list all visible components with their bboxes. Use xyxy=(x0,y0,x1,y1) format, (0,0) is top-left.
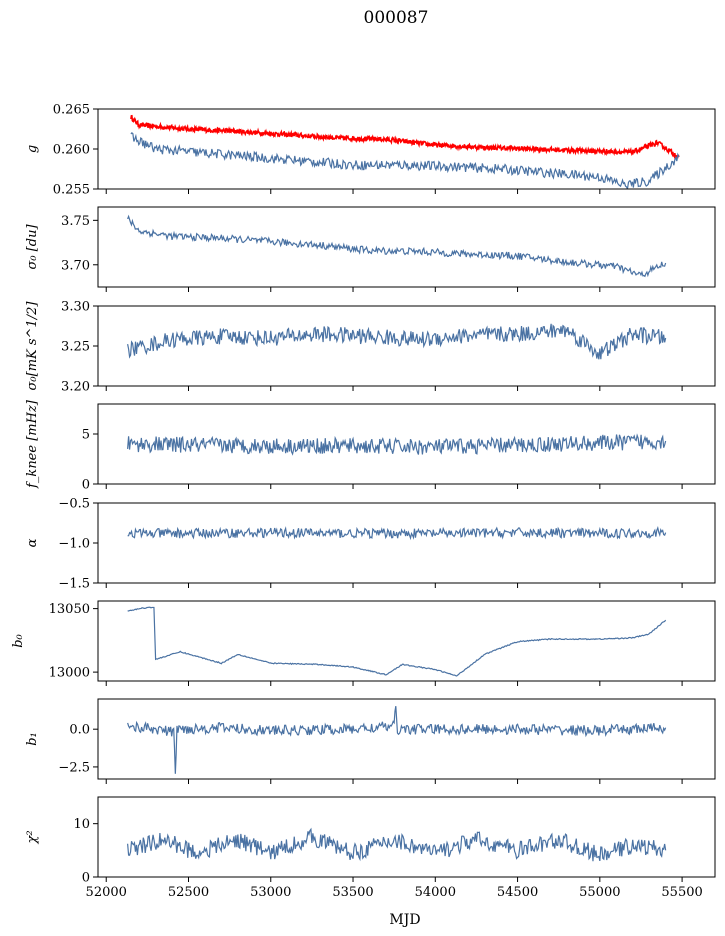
x-tick-label-54000: 54000 xyxy=(415,885,456,900)
y-tick-label-1: 0.260 xyxy=(53,143,90,158)
axes-frame-7 xyxy=(97,698,716,780)
y-tick-label-5: −1.5 xyxy=(58,577,90,592)
y-tick-label-4: 0 xyxy=(82,478,90,493)
y-tick-label-7: −2.5 xyxy=(58,760,90,775)
panel-4: 0 5 f_knee [mHz] xyxy=(25,399,716,493)
panel-3: 3.20 3.25 3.30 σ₀[mK s^1/2] xyxy=(25,300,716,395)
y-tick-label-5: −1.0 xyxy=(58,537,90,552)
y-axis-label-8: χ² xyxy=(25,830,40,844)
y-tick-label-6: 13000 xyxy=(49,666,90,681)
panel-2: 3.70 3.75 σ₀ [du] xyxy=(25,206,716,292)
y-axis-label-2: σ₀ [du] xyxy=(25,224,40,270)
axes-frame-2 xyxy=(97,206,716,288)
y-axis-label-3: σ₀[mK s^1/2] xyxy=(25,301,40,391)
panel-1: 0.255 0.260 0.265 g xyxy=(25,103,716,198)
figure-title: 000087 xyxy=(364,8,429,28)
y-tick-label-1: 0.255 xyxy=(53,183,90,198)
series-line-8-1 xyxy=(127,827,667,862)
series-line-1-1 xyxy=(130,114,680,160)
panel-6: 13000 13050 b₀ xyxy=(11,600,716,686)
y-tick-label-7: 0.0 xyxy=(69,723,90,738)
y-axis-label-5: α xyxy=(25,538,40,547)
panel-7: −2.5 0.0 b₁ xyxy=(25,698,716,784)
y-tick-label-8: 0 xyxy=(82,871,90,886)
x-tick-label-55000: 55000 xyxy=(579,885,620,900)
series-line-5-1 xyxy=(127,526,667,541)
panel-5: −1.5 −1.0 −0.5 α xyxy=(25,497,716,592)
axes-frame-4 xyxy=(97,403,716,485)
panel-8: 52000 52500 53000 53500 54000 54500 55000 55500… xyxy=(25,796,716,900)
x-tick-label-55500: 55500 xyxy=(661,885,702,900)
y-tick-label-3: 3.30 xyxy=(61,300,90,315)
y-tick-label-2: 3.75 xyxy=(61,214,90,229)
x-tick-label-53000: 53000 xyxy=(250,885,291,900)
y-axis-label-6: b₀ xyxy=(11,633,26,647)
y-tick-label-1: 0.265 xyxy=(53,103,90,118)
series-line-1-2 xyxy=(130,132,680,189)
axes-frame-8 xyxy=(97,796,716,878)
y-tick-label-2: 3.70 xyxy=(61,258,90,273)
axes-frame-6 xyxy=(97,600,716,682)
series-line-2-1 xyxy=(127,214,667,278)
series-line-3-1 xyxy=(127,323,667,360)
y-tick-label-6: 13050 xyxy=(49,602,90,617)
x-axis-label: MJD xyxy=(389,912,420,928)
x-tick-label-52500: 52500 xyxy=(168,885,209,900)
y-axis-label-4: f_knee [mHz] xyxy=(25,399,40,489)
y-tick-label-4: 5 xyxy=(82,428,90,443)
series-line-7-1 xyxy=(127,706,667,774)
y-tick-label-3: 3.20 xyxy=(61,380,90,395)
x-tick-label-54500: 54500 xyxy=(497,885,538,900)
x-tick-label-53500: 53500 xyxy=(332,885,373,900)
axes-frame-5 xyxy=(97,502,716,584)
y-axis-label-7: b₁ xyxy=(25,732,40,746)
y-tick-label-5: −0.5 xyxy=(58,497,90,512)
y-tick-label-8: 10 xyxy=(73,817,90,832)
y-axis-label-1: g xyxy=(25,145,40,153)
series-line-6-1 xyxy=(127,606,667,677)
series-line-4-1 xyxy=(127,433,667,456)
x-tick-label-52000: 52000 xyxy=(86,885,127,900)
y-tick-label-3: 3.25 xyxy=(61,340,90,355)
